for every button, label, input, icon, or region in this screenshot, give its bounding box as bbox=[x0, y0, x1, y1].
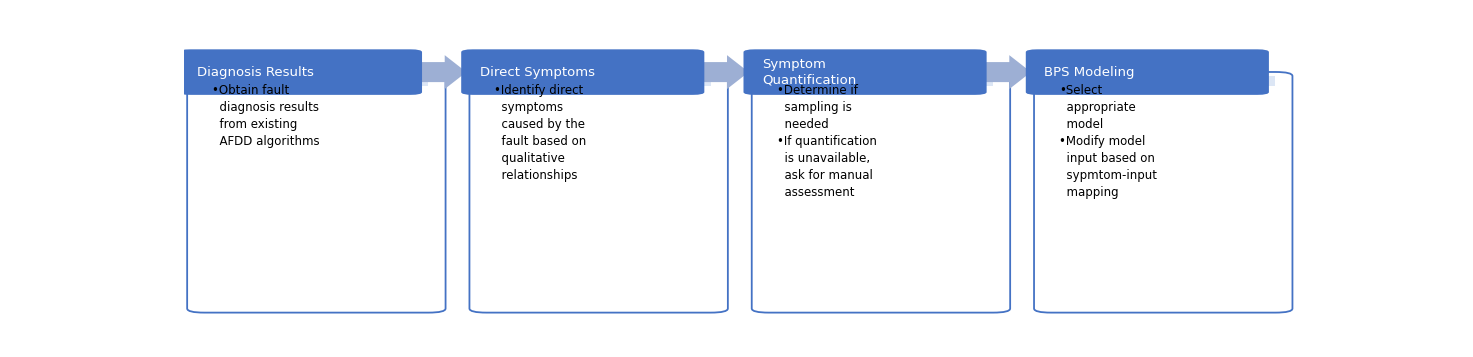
Text: Direct Symptoms: Direct Symptoms bbox=[480, 66, 595, 79]
FancyBboxPatch shape bbox=[486, 76, 711, 86]
FancyBboxPatch shape bbox=[461, 49, 704, 95]
FancyBboxPatch shape bbox=[769, 76, 993, 86]
FancyBboxPatch shape bbox=[1052, 76, 1276, 86]
Polygon shape bbox=[417, 55, 467, 89]
Text: Symptom
Quantification: Symptom Quantification bbox=[762, 58, 856, 86]
FancyBboxPatch shape bbox=[744, 49, 987, 95]
FancyBboxPatch shape bbox=[1025, 49, 1268, 95]
Text: Diagnosis Results: Diagnosis Results bbox=[197, 66, 314, 79]
Text: •Select
  appropriate
  model
•Modify model
  input based on
  sypmtom-input
  m: •Select appropriate model •Modify model … bbox=[1059, 84, 1156, 199]
FancyBboxPatch shape bbox=[751, 72, 1010, 313]
FancyBboxPatch shape bbox=[205, 76, 429, 86]
Text: •Determine if
  sampling is
  needed
•If quantification
  is unavailable,
  ask : •Determine if sampling is needed •If qua… bbox=[776, 84, 876, 199]
FancyBboxPatch shape bbox=[178, 49, 423, 95]
Text: BPS Modeling: BPS Modeling bbox=[1044, 66, 1134, 79]
Polygon shape bbox=[981, 55, 1031, 89]
FancyBboxPatch shape bbox=[1034, 72, 1292, 313]
FancyBboxPatch shape bbox=[470, 72, 728, 313]
Text: •Identify direct
  symptoms
  caused by the
  fault based on
  qualitative
  rel: •Identify direct symptoms caused by the … bbox=[495, 84, 586, 182]
Polygon shape bbox=[700, 55, 748, 89]
Text: •Obtain fault
  diagnosis results
  from existing
  AFDD algorithms: •Obtain fault diagnosis results from exi… bbox=[212, 84, 320, 148]
FancyBboxPatch shape bbox=[187, 72, 445, 313]
